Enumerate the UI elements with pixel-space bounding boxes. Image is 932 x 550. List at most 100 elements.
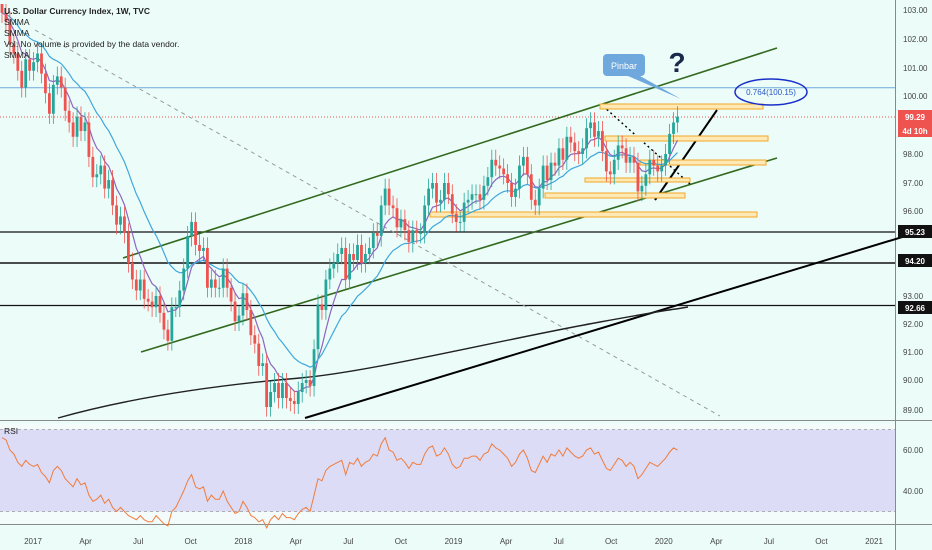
candle-body — [557, 148, 561, 166]
legend-smma-3[interactable]: SMMA — [4, 50, 30, 60]
candle — [435, 172, 438, 213]
candle-body — [79, 116, 83, 132]
candle — [364, 243, 367, 273]
candle — [249, 300, 253, 345]
candle — [652, 149, 656, 176]
candle — [443, 172, 446, 210]
candle — [336, 243, 340, 273]
candle — [367, 237, 371, 265]
candle-body — [170, 307, 174, 341]
candle-body — [340, 247, 344, 254]
candle — [356, 234, 359, 270]
candle — [87, 112, 91, 168]
candle — [644, 164, 648, 196]
candle — [387, 178, 391, 216]
candle — [419, 223, 423, 244]
smma-slow-line — [57, 306, 689, 419]
legend-smma-1[interactable]: SMMA — [4, 17, 30, 27]
svg-text:94.20: 94.20 — [905, 257, 926, 266]
candle-body — [569, 136, 573, 143]
candle-body — [668, 133, 671, 154]
candle — [561, 138, 565, 170]
y-tick-label: 91.00 — [903, 348, 924, 357]
candle — [462, 192, 466, 232]
x-tick-label: Oct — [395, 537, 408, 546]
candle — [522, 146, 525, 176]
x-tick-label: Apr — [710, 537, 723, 546]
candle — [371, 223, 375, 259]
candle-body — [269, 392, 272, 407]
candle-body — [597, 131, 600, 137]
candle-body — [537, 188, 541, 206]
x-tick-label: 2017 — [24, 537, 42, 546]
moving-averages — [1, 12, 689, 419]
candle — [237, 305, 241, 331]
candle — [466, 190, 470, 213]
candle-body — [391, 205, 395, 209]
legend-smma-2[interactable]: SMMA — [4, 28, 30, 38]
short-trend-line — [654, 109, 718, 201]
candle — [470, 184, 474, 210]
candle-body — [672, 122, 675, 134]
candle-body — [498, 165, 502, 169]
candle — [604, 141, 608, 182]
candle — [277, 373, 280, 409]
fib-band-2 — [604, 135, 769, 142]
candle-body — [107, 180, 111, 189]
candle — [518, 155, 521, 199]
candle — [474, 184, 478, 204]
candle — [316, 294, 320, 359]
candle — [450, 184, 454, 224]
candle-body — [379, 205, 383, 236]
candle-body — [454, 213, 458, 222]
candle-body — [644, 174, 648, 186]
level-lines — [0, 29, 895, 417]
candle-body — [446, 183, 450, 195]
rsi-band — [0, 429, 895, 512]
candle — [296, 381, 300, 414]
candle — [59, 66, 63, 98]
candle-body — [415, 230, 419, 233]
candle — [217, 278, 221, 298]
pinbar-callout[interactable]: Pinbar — [603, 54, 681, 99]
candle — [506, 164, 509, 193]
x-tick-label: 2019 — [445, 537, 463, 546]
x-tick-label: Apr — [79, 537, 92, 546]
y-tick-label: 103.00 — [903, 6, 928, 15]
candle-body — [12, 44, 16, 54]
candle — [245, 283, 249, 320]
candle — [656, 155, 660, 182]
y-tick-label: 90.00 — [903, 376, 924, 385]
legend-title[interactable]: U.S. Dollar Currency Index, 1W, TVC — [4, 6, 150, 16]
candle — [99, 155, 103, 185]
candle-body — [624, 148, 628, 163]
candle — [233, 291, 237, 331]
candle-body — [4, 12, 8, 22]
candle-body — [494, 159, 498, 166]
fib-band-5 — [544, 192, 686, 199]
candle-body — [676, 116, 679, 123]
price-tag-95-23: 95.23 — [898, 225, 932, 238]
channel-lower-line — [140, 157, 778, 353]
candle — [178, 280, 182, 317]
candle-body — [490, 159, 494, 178]
candle — [340, 237, 344, 265]
candle — [423, 195, 427, 244]
candle — [16, 43, 20, 81]
rsi-tick-label: 40.00 — [903, 487, 924, 496]
candle — [612, 149, 616, 185]
candle — [668, 123, 671, 165]
candle-body — [486, 177, 490, 186]
candle-body — [407, 230, 411, 242]
candle-body — [616, 145, 620, 160]
x-tick-label: 2020 — [655, 537, 673, 546]
candle — [585, 118, 588, 159]
candle — [146, 289, 150, 312]
fib-callout[interactable]: 0.764(100.15) — [734, 78, 808, 106]
candle — [352, 243, 355, 270]
candle — [577, 141, 581, 165]
candle-body — [608, 171, 612, 175]
legend-volume[interactable]: Vol: No volume is provided by the data v… — [4, 39, 180, 49]
candle — [403, 209, 407, 241]
candle-body — [348, 253, 351, 280]
